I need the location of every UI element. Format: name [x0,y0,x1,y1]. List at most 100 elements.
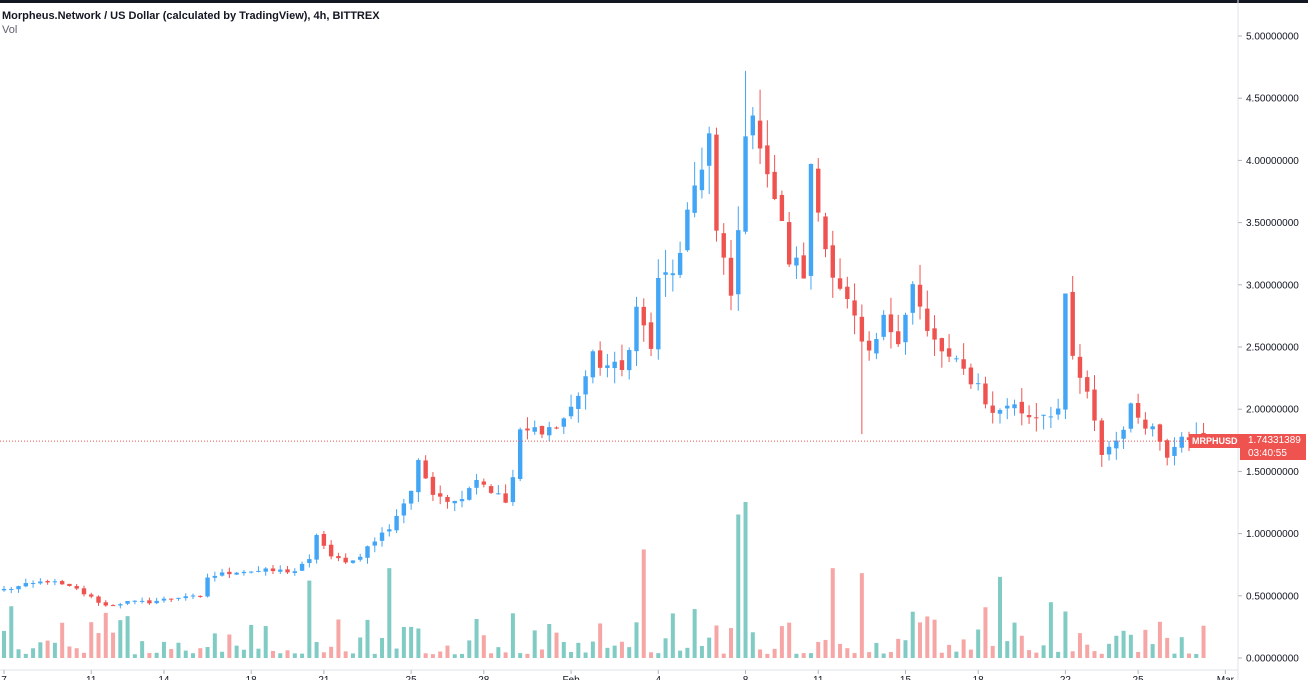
volume-bar [997,576,1002,658]
volume-bar [132,654,137,658]
volume-bar [467,640,472,658]
volume-bar [1070,651,1075,658]
x-tick-label: 7 [1,675,7,680]
candle-body [939,338,945,352]
candle-body [656,277,661,350]
volume-bar [67,646,72,658]
candle-body [903,314,908,343]
candle-body [568,406,574,417]
volume-bar [852,653,857,658]
volume-bar [380,638,385,658]
candle-body [866,340,872,351]
volume-bar [1092,651,1097,658]
volume-bar [547,624,552,658]
candle-body [532,427,537,432]
candle-body [946,348,952,357]
volume-bar [598,623,603,658]
candle-body [401,503,407,516]
candle-body [641,306,646,326]
volume-bar [89,622,94,658]
candle-body [1019,401,1024,414]
volume-bar [81,652,86,658]
candle-body [881,314,886,337]
candle-body [627,350,632,371]
candle-body [961,359,966,369]
volume-bar [263,626,268,658]
candle-body [1041,414,1046,416]
volume-bar [423,653,428,658]
y-tick-label: 3.00000000 [1246,280,1299,291]
candle-body [612,361,617,369]
volume-bar [707,637,712,658]
candle-body [227,571,232,575]
volume-bar [60,622,65,658]
candle-body [190,595,196,597]
candle-body [837,278,843,289]
volume-bar [1034,652,1039,658]
volume-bar [74,648,79,658]
volume-bar [888,652,893,658]
volume-bar [270,650,275,658]
candle-body [96,596,101,603]
y-tick-label: 5.00000000 [1246,32,1299,43]
volume-bar [103,612,108,658]
last-price-tag: 1.74331389 03:40:55 [1240,434,1306,460]
candle-body [975,383,981,385]
candle-body [1077,356,1083,378]
candle-body [212,575,218,578]
candle-body [394,515,399,531]
volume-bar [510,613,515,658]
volume-bar [656,653,661,658]
candle-body [583,376,588,395]
x-tick-label: Feb [562,675,580,680]
candle-body [503,493,508,503]
candle-body [438,493,443,497]
candle-body [198,595,203,597]
top-border [0,0,1308,3]
candle-body [786,222,792,265]
y-tick-label: 4.00000000 [1246,156,1299,167]
candle-body [670,273,676,276]
volume-bar [816,642,821,658]
volume-bar [532,630,537,658]
volume-bar [111,632,116,658]
volume-bar [1194,653,1199,658]
volume-bar [685,647,690,658]
candle-body [234,572,239,575]
candle-body [299,563,305,571]
volume-bar [314,642,319,658]
volume-bar [808,653,813,658]
volume-bar [1165,637,1170,658]
volume-bar [976,629,981,658]
candle-body [474,479,479,488]
volume-bar [249,624,254,658]
bar-countdown: 03:40:55 [1248,448,1287,459]
candle-body [379,532,385,541]
volume-bar [539,649,544,658]
candle-body [358,556,363,560]
candle-body [772,171,777,200]
volume-bar [365,619,370,658]
volume-bar [503,652,508,658]
candle-body [423,460,428,479]
volume-bar [634,622,639,658]
candle-body [176,597,181,599]
symbol-tag: MRPHUSD [1189,434,1241,448]
volume-bar [1201,625,1206,658]
volume-bar [612,645,617,658]
y-tick-label: 3.50000000 [1246,218,1299,229]
candle-body [728,257,734,296]
candle-body [328,544,334,557]
candle-body [794,257,799,266]
candle-body [241,571,247,574]
volume-bar [794,653,799,658]
volume-bar [1157,621,1162,658]
volume-bar [663,638,668,658]
candle-body [38,581,43,584]
candle-body [619,360,625,370]
candle-body [714,134,719,231]
volume-bar [9,606,14,658]
volume-bar [183,650,188,658]
candle-body [1165,440,1170,458]
